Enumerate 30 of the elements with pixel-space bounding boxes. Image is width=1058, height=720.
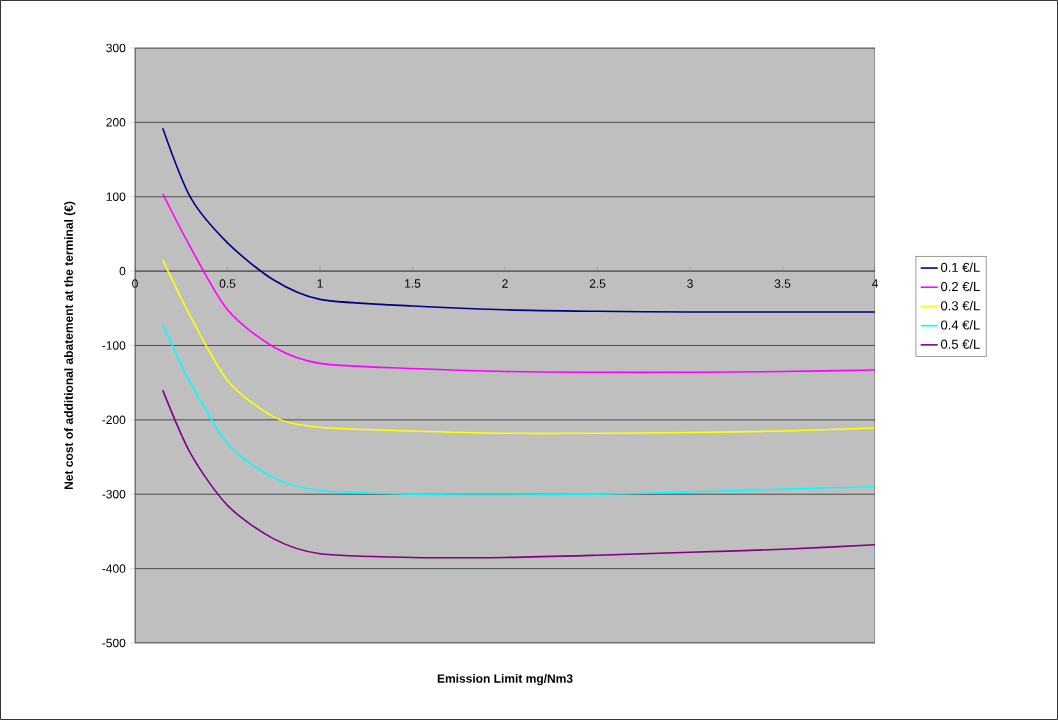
y-axis-title: Net cost of additional abatement at the terminal (€) bbox=[64, 201, 76, 490]
line-series bbox=[161, 323, 876, 496]
y-tick-label: 100 bbox=[106, 192, 126, 201]
x-tick-label: 3.5 bbox=[774, 279, 791, 288]
x-tick-label: 1.5 bbox=[405, 279, 421, 288]
x-tick-label: 2.5 bbox=[589, 279, 606, 288]
x-tick-label: 0.5 bbox=[219, 279, 236, 288]
x-tick-label: 0 bbox=[132, 279, 138, 288]
y-tick-label: -300 bbox=[102, 489, 126, 499]
legend-label: 0.4 €/L bbox=[941, 320, 980, 330]
y-tick-label: 300 bbox=[106, 43, 126, 53]
legend-label: 0.1 €/L bbox=[941, 262, 980, 272]
x-tick-label: 1 bbox=[317, 279, 323, 288]
y-tick-label: -100 bbox=[102, 341, 126, 350]
y-tick-label: -500 bbox=[102, 638, 126, 648]
legend-label: 0.2 €/L bbox=[941, 281, 980, 292]
x-tick-label: 4 bbox=[871, 279, 878, 288]
line-series bbox=[161, 127, 876, 313]
line-series bbox=[161, 192, 876, 374]
y-tick-label: -400 bbox=[102, 564, 126, 573]
line-series bbox=[161, 389, 876, 559]
x-tick-label: 2 bbox=[502, 279, 508, 288]
y-tick-label: -200 bbox=[102, 415, 126, 425]
y-tick-label: 0 bbox=[119, 266, 126, 276]
x-axis-title: Emission Limit mg/Nm3 bbox=[437, 673, 573, 686]
legend-label: 0.3 €/L bbox=[941, 300, 980, 311]
legend-label: 0.5 €/L bbox=[941, 339, 980, 349]
line-series bbox=[161, 259, 876, 435]
y-tick-label: 200 bbox=[106, 118, 126, 127]
x-tick-label: 3 bbox=[687, 279, 693, 288]
